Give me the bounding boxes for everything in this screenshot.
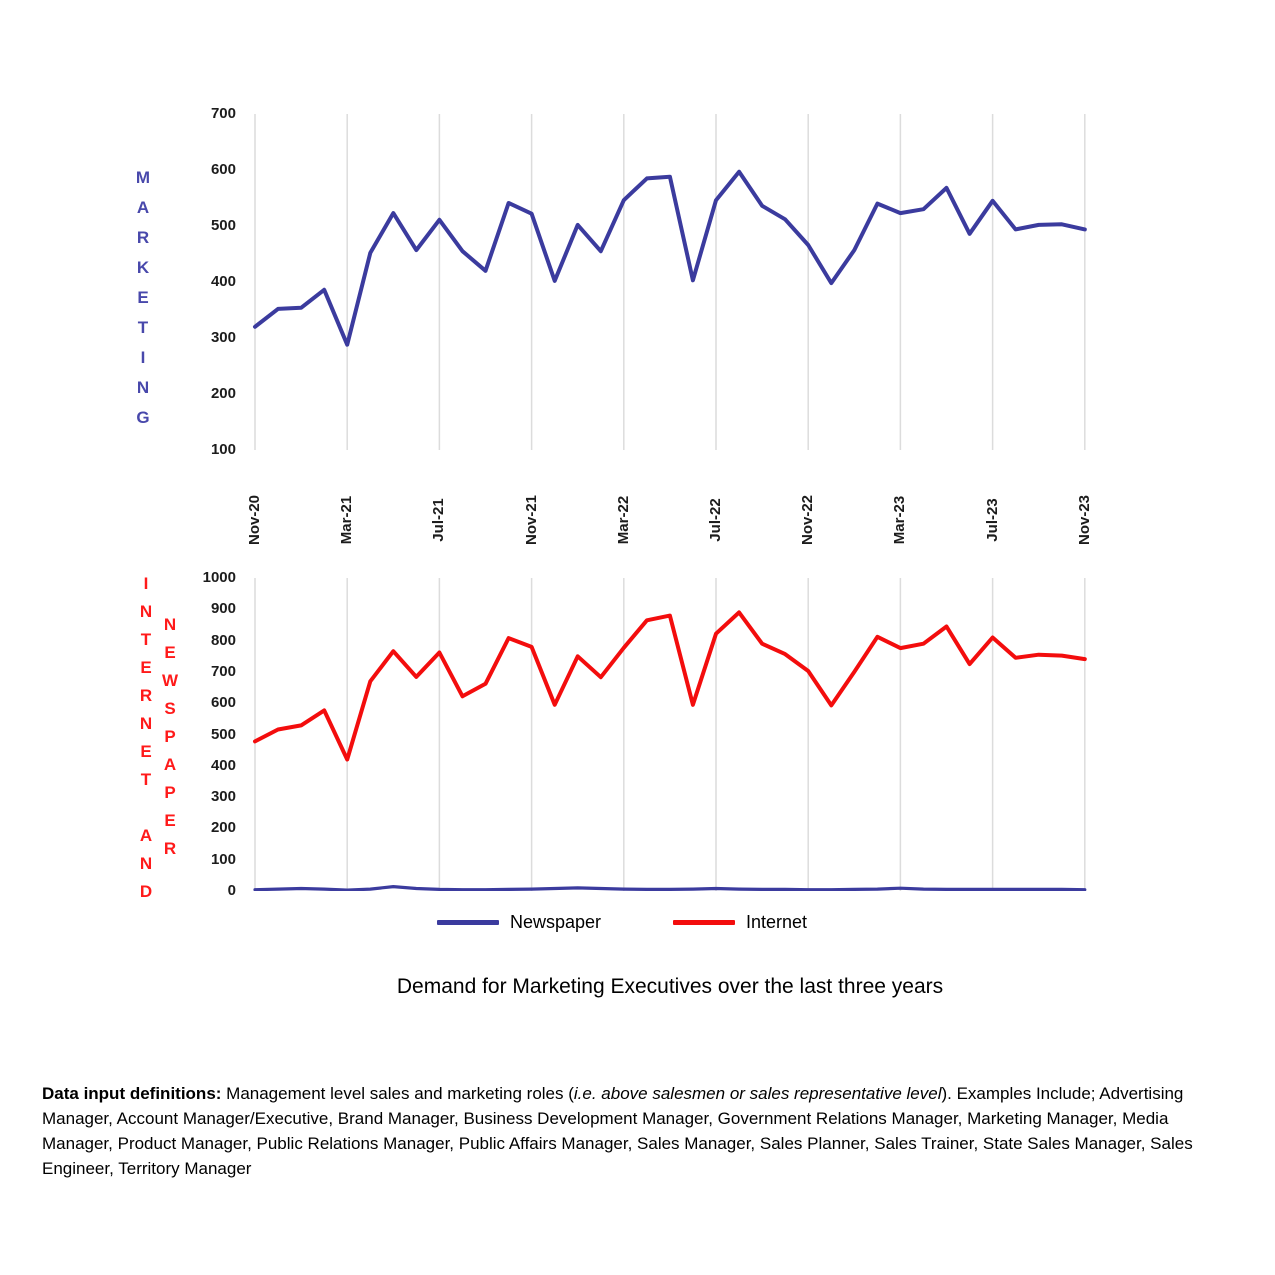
newspaper-line: [253, 885, 1087, 891]
definitions-paragraph: Data input definitions: Management level…: [42, 1081, 1236, 1181]
y-tick-label: 300: [210, 788, 236, 806]
y-tick-label: 400: [210, 756, 236, 774]
y-tick-label: 0: [227, 882, 236, 899]
internet-line: [253, 610, 1087, 762]
legend: Newspaper Internet: [192, 906, 1052, 938]
definitions-body-1: Management level sales and marketing rol…: [221, 1084, 574, 1103]
y-tick-label: 700: [210, 662, 236, 680]
marketing-plot: [253, 114, 1087, 450]
legend-item-internet: Internet: [673, 912, 807, 933]
y-tick-label: 800: [210, 631, 236, 649]
x-tick-label: Mar-23: [891, 495, 909, 545]
y-tick-label: 500: [210, 217, 236, 234]
chart-title: Demand for Marketing Executives over the…: [396, 975, 944, 998]
x-tick-label: Nov-22: [799, 494, 817, 546]
newspaper-legend-label: Newspaper: [509, 911, 601, 932]
x-tick-label: Nov-21: [522, 494, 540, 546]
y-tick-label: 600: [210, 161, 236, 178]
y-tick-label: 600: [210, 694, 236, 712]
definitions-body-2: ). Examples Include; Advertising Manager…: [42, 1084, 1193, 1178]
y-tick-label: 100: [210, 850, 236, 868]
y-tick-label: 700: [210, 105, 236, 122]
definitions-italic: i.e. above salesmen or sales representat…: [573, 1084, 942, 1103]
x-tick-label: Nov-23: [1075, 494, 1093, 546]
x-tick-label: Jul-22: [707, 498, 724, 542]
x-tick-label: Mar-22: [614, 495, 632, 545]
legend-item-newspaper: Newspaper: [436, 911, 601, 933]
y-tick-label: 900: [210, 600, 236, 618]
y-tick-label: 500: [210, 725, 236, 743]
y-tick-label: 200: [210, 819, 236, 837]
internet-legend-swatch: [673, 919, 735, 925]
definitions-lead: Data input definitions:: [42, 1084, 222, 1103]
y-tick-label: 1000: [202, 569, 236, 586]
x-tick-label: Jul-21: [430, 498, 448, 542]
marketing-line: [253, 169, 1087, 347]
y-tick-label: 200: [210, 385, 236, 402]
y-tick-label: 100: [210, 441, 236, 458]
newspaper-legend-swatch: [436, 919, 499, 925]
x-tick-label: Jul-23: [983, 498, 1001, 542]
x-tick-label: Mar-21: [338, 495, 356, 545]
y-tick-label: 300: [210, 329, 236, 346]
internet-newspaper-plot: [253, 578, 1087, 891]
internet-legend-label: Internet: [746, 911, 808, 932]
x-tick-label: Nov-20: [246, 494, 263, 546]
y-tick-label: 400: [210, 273, 236, 290]
